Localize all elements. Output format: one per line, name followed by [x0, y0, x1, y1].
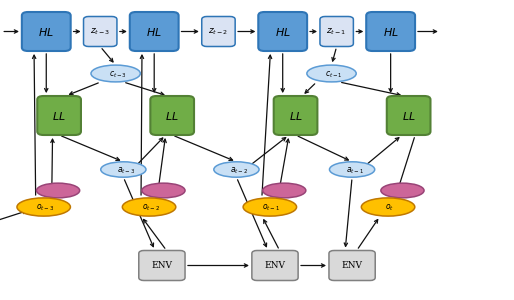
Ellipse shape [243, 198, 297, 216]
Text: $a_{t-3}$: $a_{t-3}$ [117, 166, 135, 176]
FancyBboxPatch shape [151, 96, 194, 135]
Ellipse shape [263, 183, 306, 198]
Ellipse shape [214, 162, 259, 177]
Text: $z_{t-2}$: $z_{t-2}$ [208, 26, 229, 37]
Text: $LL$: $LL$ [52, 110, 66, 122]
Text: ENV: ENV [342, 261, 362, 270]
Ellipse shape [361, 198, 415, 216]
FancyBboxPatch shape [259, 12, 307, 51]
Text: $o_{t-2}$: $o_{t-2}$ [141, 203, 160, 213]
Text: $a_{t-2}$: $a_{t-2}$ [230, 166, 248, 176]
Ellipse shape [381, 183, 424, 198]
Ellipse shape [307, 65, 356, 82]
Text: $c_{t-3}$: $c_{t-3}$ [109, 70, 127, 80]
FancyBboxPatch shape [252, 250, 298, 280]
Text: $z_{t-3}$: $z_{t-3}$ [90, 26, 111, 37]
Text: $o_{t-1}$: $o_{t-1}$ [262, 203, 281, 213]
Ellipse shape [122, 198, 176, 216]
Ellipse shape [36, 183, 80, 198]
FancyBboxPatch shape [320, 16, 354, 46]
Text: $a_{t-1}$: $a_{t-1}$ [345, 166, 364, 176]
FancyBboxPatch shape [130, 12, 179, 51]
FancyBboxPatch shape [139, 250, 185, 280]
FancyBboxPatch shape [273, 96, 317, 135]
Text: ENV: ENV [152, 261, 172, 270]
Ellipse shape [17, 198, 70, 216]
Text: $LL$: $LL$ [289, 110, 302, 122]
FancyBboxPatch shape [201, 16, 235, 46]
Text: $LL$: $LL$ [402, 110, 415, 122]
FancyBboxPatch shape [38, 96, 81, 135]
Text: $HL$: $HL$ [39, 26, 54, 38]
FancyBboxPatch shape [22, 12, 71, 51]
FancyBboxPatch shape [387, 96, 431, 135]
Ellipse shape [142, 183, 185, 198]
Text: ENV: ENV [265, 261, 285, 270]
Ellipse shape [91, 65, 140, 82]
Text: $LL$: $LL$ [166, 110, 179, 122]
Text: $HL$: $HL$ [146, 26, 162, 38]
FancyBboxPatch shape [83, 16, 117, 46]
FancyBboxPatch shape [366, 12, 415, 51]
FancyBboxPatch shape [329, 250, 375, 280]
Text: $HL$: $HL$ [383, 26, 398, 38]
Ellipse shape [101, 162, 146, 177]
Text: $o_t$: $o_t$ [385, 203, 394, 213]
Ellipse shape [329, 162, 375, 177]
Text: $o_{t-3}$: $o_{t-3}$ [36, 203, 54, 213]
Text: $HL$: $HL$ [275, 26, 290, 38]
Text: $c_{t-1}$: $c_{t-1}$ [325, 70, 343, 80]
Text: $z_{t-1}$: $z_{t-1}$ [326, 26, 347, 37]
